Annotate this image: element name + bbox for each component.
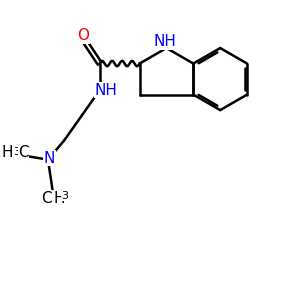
Text: C: C [18,145,29,160]
Text: 3: 3 [61,191,68,201]
Text: O: O [77,28,89,43]
Text: NH: NH [95,83,118,98]
Text: 3: 3 [14,147,20,157]
Text: H: H [53,190,65,206]
Text: N: N [44,151,55,166]
Text: C: C [41,190,52,206]
Text: NH: NH [154,34,176,49]
Text: H: H [1,145,13,160]
